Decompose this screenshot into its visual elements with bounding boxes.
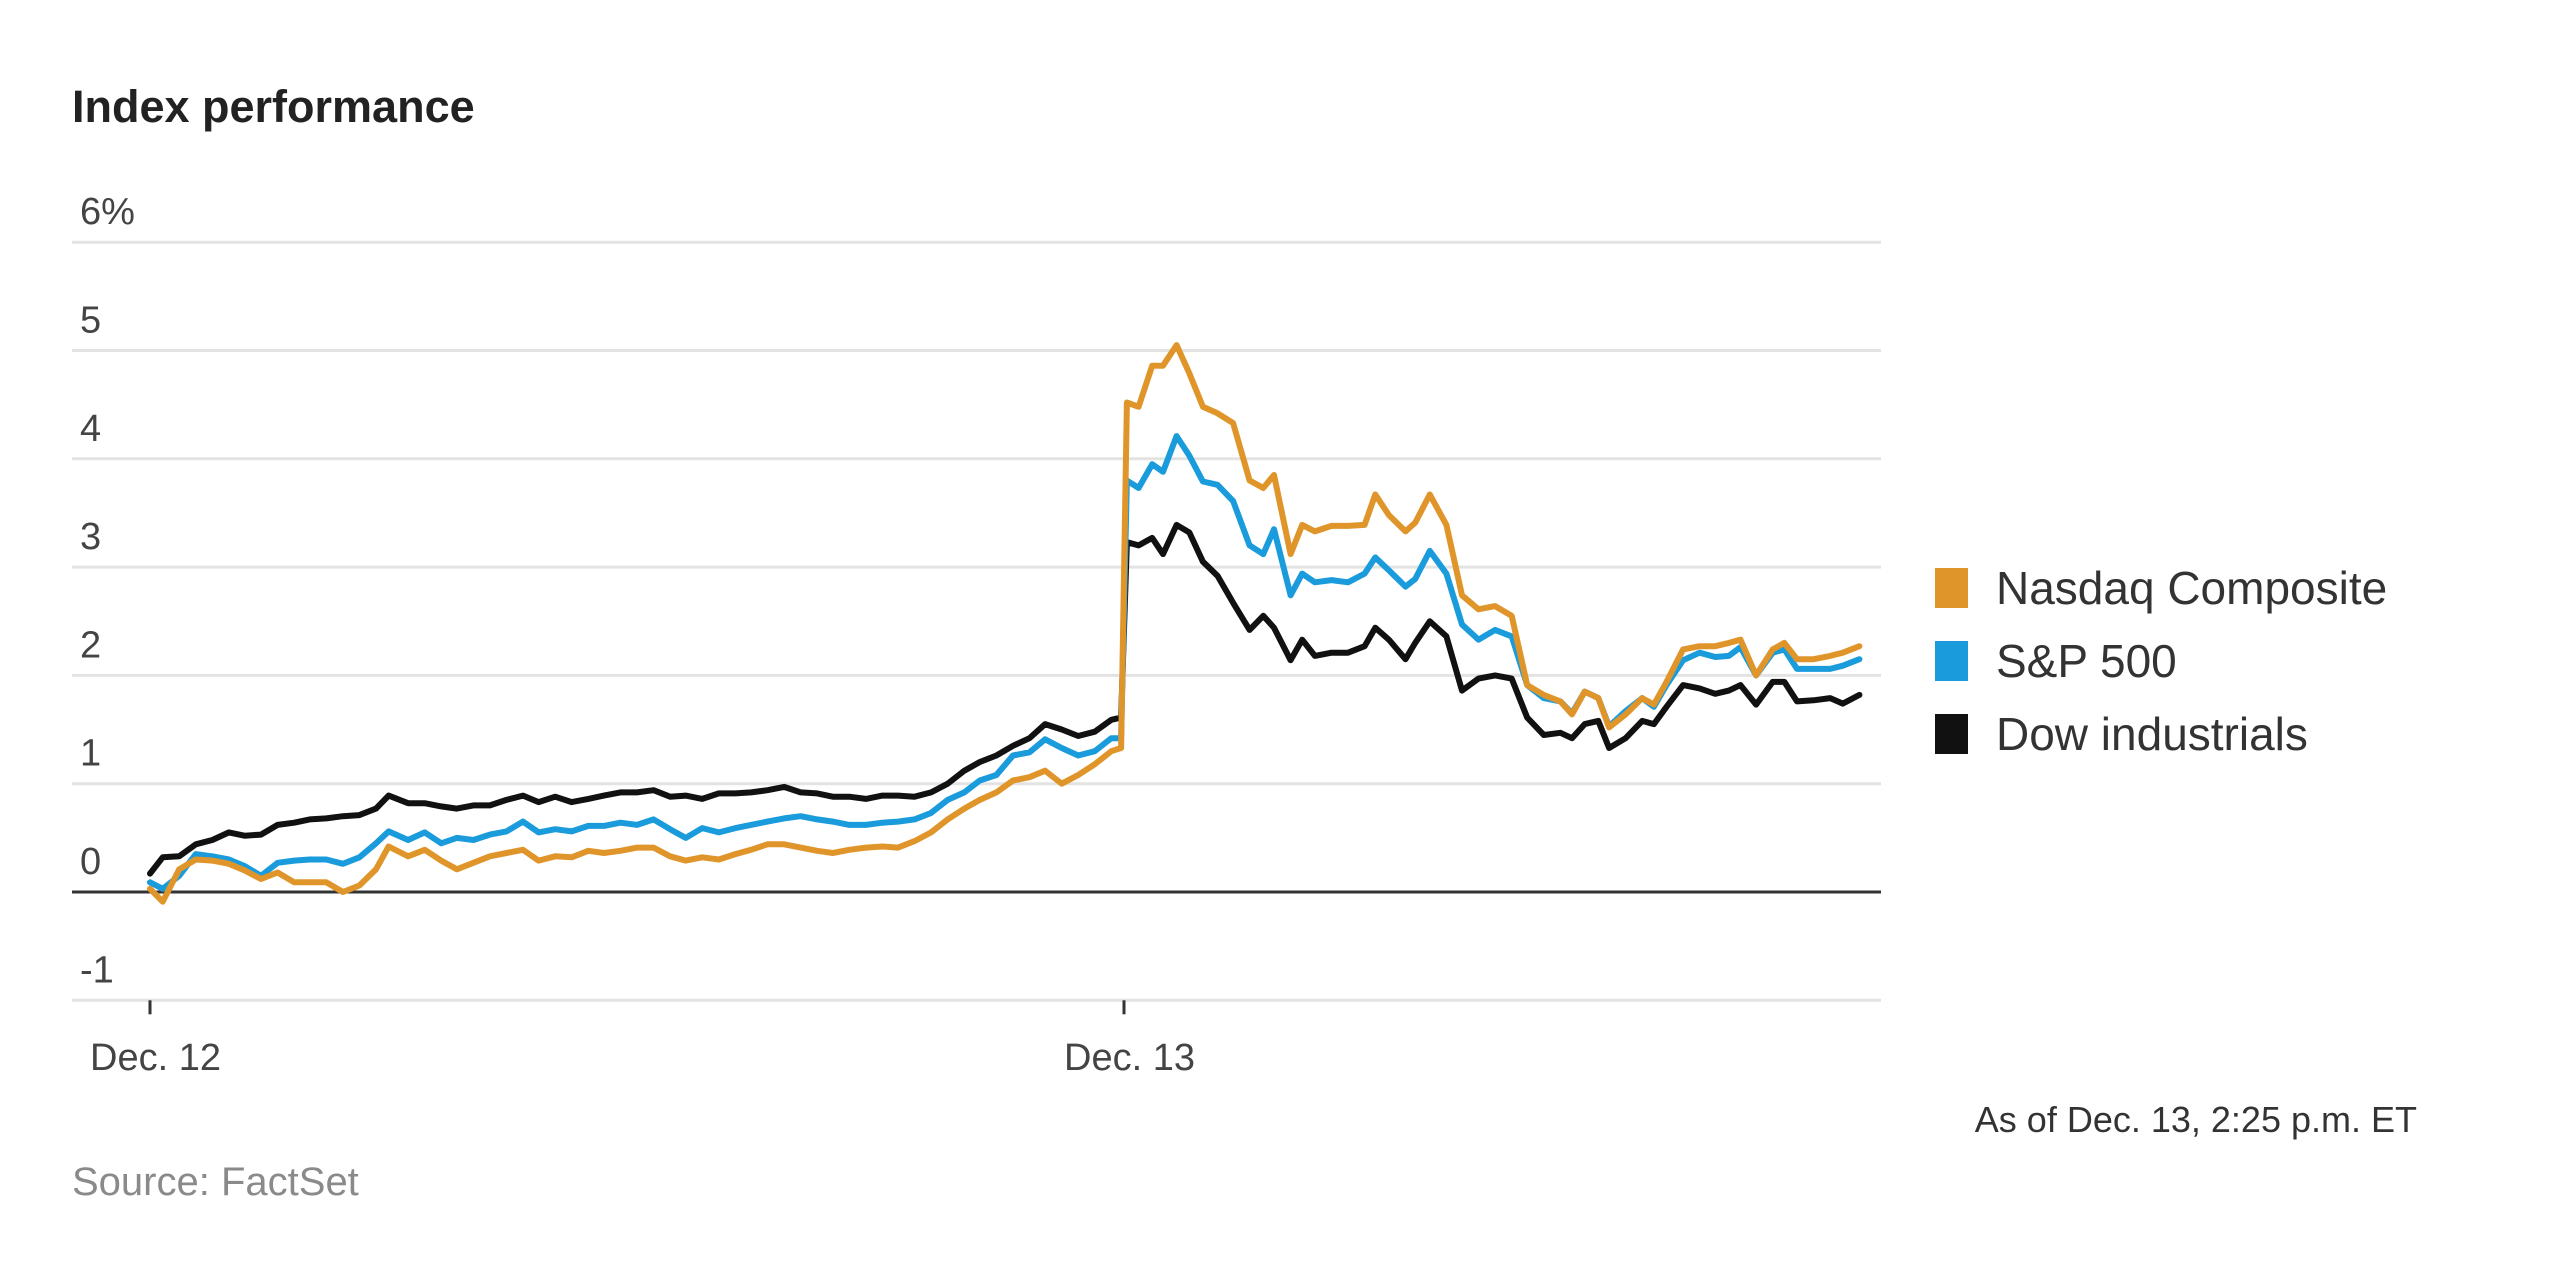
y-tick-label: 0 bbox=[80, 841, 101, 883]
y-tick-label: 4 bbox=[80, 408, 101, 450]
gridlines bbox=[72, 240, 1881, 1002]
x-tick-label: Dec. 12 bbox=[90, 1037, 221, 1079]
series-line-dow-industrials bbox=[147, 521, 1863, 877]
series-line-nasdaq-composite bbox=[147, 342, 1863, 905]
legend-label: S&P 500 bbox=[1996, 635, 2177, 687]
source-note: Source: FactSet bbox=[72, 1160, 359, 1204]
y-tick-label: 6% bbox=[80, 191, 135, 233]
y-tick-label: 5 bbox=[80, 300, 101, 342]
legend-swatch bbox=[1935, 568, 1968, 608]
legend-label: Nasdaq Composite bbox=[1996, 562, 2387, 614]
series-line-s-p-500 bbox=[147, 433, 1863, 892]
x-axis: Dec. 12 Dec. 13 bbox=[90, 1000, 1195, 1079]
y-tick-label: 1 bbox=[80, 733, 101, 775]
as-of-note: As of Dec. 13, 2:25 p.m. ET bbox=[1975, 1099, 2417, 1140]
legend-swatch bbox=[1935, 641, 1968, 681]
legend-swatch bbox=[1935, 714, 1968, 754]
y-tick-label: 2 bbox=[80, 624, 101, 666]
x-tick-label: Dec. 13 bbox=[1064, 1037, 1195, 1079]
y-tick-label: -1 bbox=[80, 949, 114, 991]
y-axis-tick-labels: 6% 5 4 3 2 1 0 -1 bbox=[80, 191, 135, 991]
y-tick-label: 3 bbox=[80, 516, 101, 558]
legend: Nasdaq Composite S&P 500 Dow industrials bbox=[1935, 562, 2387, 760]
legend-label: Dow industrials bbox=[1996, 708, 2308, 760]
series-lines bbox=[147, 342, 1863, 905]
chart-title: Index performance bbox=[72, 81, 475, 132]
